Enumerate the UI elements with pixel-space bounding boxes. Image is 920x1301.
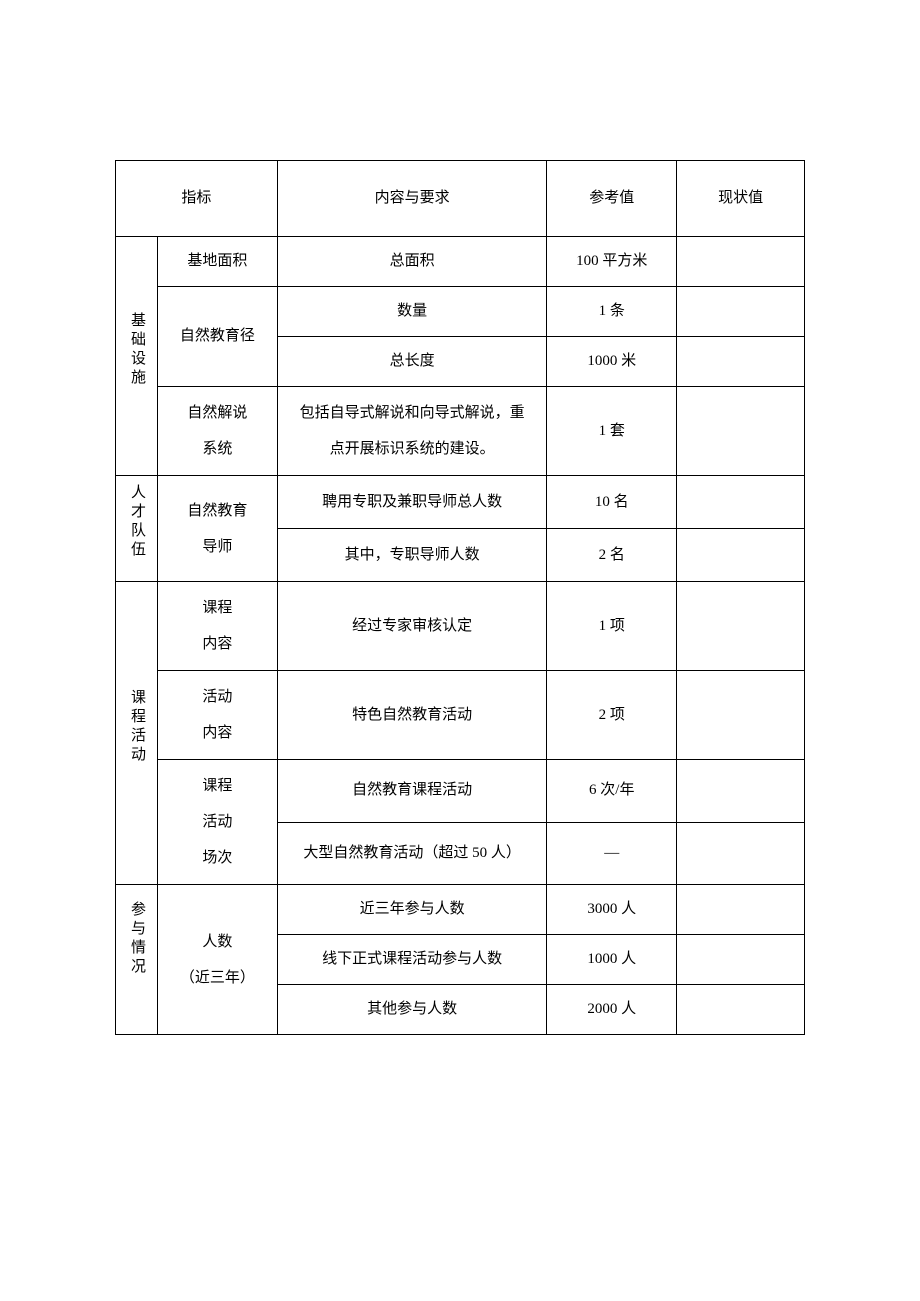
table-row: 自然解说系统 包括自导式解说和向导式解说，重点开展标识系统的建设。 1 套 [116,387,805,476]
cur-cell [677,529,805,582]
desc-cell: 大型自然教育活动（超过 50 人） [277,822,547,885]
cur-cell [677,985,805,1035]
desc-cell: 总长度 [277,337,547,387]
category-cell: 参与情况 [116,885,158,1035]
ref-cell: 1 条 [547,287,677,337]
cur-cell [677,287,805,337]
ref-cell: — [547,822,677,885]
cur-cell [677,671,805,760]
sub-cell: 自然教育径 [158,287,278,387]
category-cell: 基础设施 [116,237,158,476]
cur-cell [677,387,805,476]
cur-cell [677,337,805,387]
table-header-row: 指标 内容与要求 参考值 现状值 [116,161,805,237]
indicators-table: 指标 内容与要求 参考值 现状值 基础设施 基地面积 总面积 100 平方米 自… [115,160,805,1035]
ref-cell: 100 平方米 [547,237,677,287]
ref-cell: 1000 人 [547,935,677,985]
cur-cell [677,476,805,529]
ref-cell: 1 套 [547,387,677,476]
desc-cell: 数量 [277,287,547,337]
cur-cell [677,582,805,671]
header-reference: 参考值 [547,161,677,237]
desc-cell: 总面积 [277,237,547,287]
desc-cell: 特色自然教育活动 [277,671,547,760]
cur-cell [677,935,805,985]
sub-cell: 活动内容 [158,671,278,760]
header-current: 现状值 [677,161,805,237]
cur-cell [677,822,805,885]
desc-cell: 经过专家审核认定 [277,582,547,671]
table-row: 课程活动场次 自然教育课程活动 6 次/年 [116,760,805,823]
cur-cell [677,237,805,287]
ref-cell: 6 次/年 [547,760,677,823]
sub-cell: 基地面积 [158,237,278,287]
desc-cell: 自然教育课程活动 [277,760,547,823]
desc-cell: 包括自导式解说和向导式解说，重点开展标识系统的建设。 [277,387,547,476]
header-content: 内容与要求 [277,161,547,237]
sub-cell: 自然解说系统 [158,387,278,476]
ref-cell: 3000 人 [547,885,677,935]
sub-cell: 人数（近三年） [158,885,278,1035]
desc-cell: 其中，专职导师人数 [277,529,547,582]
desc-cell: 线下正式课程活动参与人数 [277,935,547,985]
ref-cell: 1 项 [547,582,677,671]
ref-cell: 2000 人 [547,985,677,1035]
desc-cell: 其他参与人数 [277,985,547,1035]
ref-cell: 1000 米 [547,337,677,387]
header-indicator: 指标 [116,161,278,237]
table-row: 基础设施 基地面积 总面积 100 平方米 [116,237,805,287]
category-cell: 人才队伍 [116,476,158,582]
cur-cell [677,760,805,823]
table-row: 参与情况 人数（近三年） 近三年参与人数 3000 人 [116,885,805,935]
desc-cell: 近三年参与人数 [277,885,547,935]
table-row: 课程活动 课程内容 经过专家审核认定 1 项 [116,582,805,671]
table-row: 人才队伍 自然教育导师 聘用专职及兼职导师总人数 10 名 [116,476,805,529]
sub-cell: 课程内容 [158,582,278,671]
sub-cell: 课程活动场次 [158,760,278,885]
ref-cell: 2 项 [547,671,677,760]
table-row: 活动内容 特色自然教育活动 2 项 [116,671,805,760]
sub-cell: 自然教育导师 [158,476,278,582]
category-cell: 课程活动 [116,582,158,885]
desc-cell: 聘用专职及兼职导师总人数 [277,476,547,529]
ref-cell: 2 名 [547,529,677,582]
ref-cell: 10 名 [547,476,677,529]
table-row: 自然教育径 数量 1 条 [116,287,805,337]
cur-cell [677,885,805,935]
